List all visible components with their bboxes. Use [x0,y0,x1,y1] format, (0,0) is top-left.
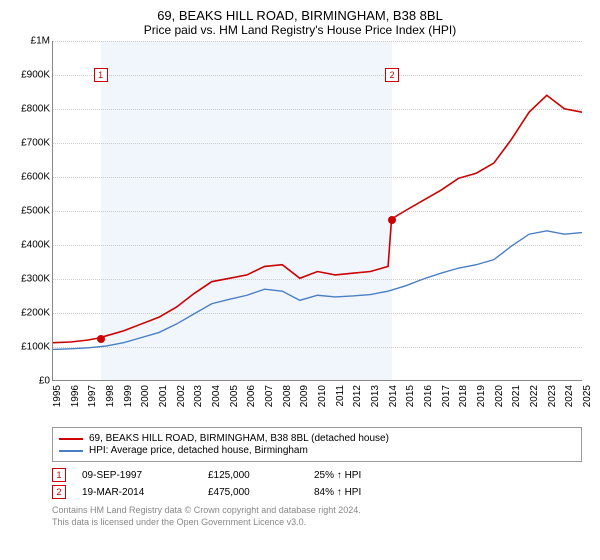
y-tick-label: £500K [21,206,50,217]
legend-row-hpi: HPI: Average price, detached house, Birm… [59,445,575,456]
footer-line-2: This data is licensed under the Open Gov… [52,517,582,529]
y-tick-label: £1M [31,36,50,47]
footer-attribution: Contains HM Land Registry data © Crown c… [52,505,582,528]
legend-swatch-hpi [59,450,83,452]
y-tick-label: £700K [21,138,50,149]
y-tick-label: £900K [21,70,50,81]
series-price_paid [53,95,582,342]
chart-title: 69, BEAKS HILL ROAD, BIRMINGHAM, B38 8BL [10,8,590,23]
sales-row: 2 19-MAR-2014 £475,000 84% ↑ HPI [52,485,582,499]
y-tick-label: £600K [21,172,50,183]
sale-price-2: £475,000 [208,487,298,498]
sales-row: 1 09-SEP-1997 £125,000 25% ↑ HPI [52,468,582,482]
line-svg [53,41,582,380]
sale-point-dot [388,216,396,224]
sale-date-1: 09-SEP-1997 [82,470,192,481]
footer-line-1: Contains HM Land Registry data © Crown c… [52,505,582,517]
x-tick-label: 2025 [582,385,600,407]
sale-date-2: 19-MAR-2014 [82,487,192,498]
legend-box: 69, BEAKS HILL ROAD, BIRMINGHAM, B38 8BL… [52,427,582,462]
legend-row-price: 69, BEAKS HILL ROAD, BIRMINGHAM, B38 8BL… [59,433,575,444]
y-tick-label: £0 [39,376,50,387]
chart-container: 69, BEAKS HILL ROAD, BIRMINGHAM, B38 8BL… [0,0,600,560]
y-tick-label: £100K [21,342,50,353]
y-tick-label: £800K [21,104,50,115]
y-axis: £0£100K£200K£300K£400K£500K£600K£700K£80… [10,41,52,381]
sale-marker-1: 1 [52,468,66,482]
legend-label-price: 69, BEAKS HILL ROAD, BIRMINGHAM, B38 8BL… [89,433,389,444]
sale-price-1: £125,000 [208,470,298,481]
sale-marker-2: 2 [52,485,66,499]
chart-subtitle: Price paid vs. HM Land Registry's House … [10,23,590,37]
plot-area: 12 [52,41,582,381]
sales-table: 1 09-SEP-1997 £125,000 25% ↑ HPI 2 19-MA… [52,468,582,499]
sale-pct-2: 84% ↑ HPI [314,487,404,498]
series-hpi [53,231,582,350]
x-axis: 1995199619971998199920002001200220032004… [52,381,582,421]
legend-swatch-price [59,438,83,440]
chart-marker-1: 1 [94,68,108,82]
sale-point-dot [97,335,105,343]
sale-pct-1: 25% ↑ HPI [314,470,404,481]
legend-label-hpi: HPI: Average price, detached house, Birm… [89,445,308,456]
chart-marker-2: 2 [385,68,399,82]
y-tick-label: £200K [21,308,50,319]
y-tick-label: £300K [21,274,50,285]
chart-area: £0 £100K £200K £300K £400K £500K £600K £700K £80… [10,41,590,421]
y-tick-label: £400K [21,240,50,251]
